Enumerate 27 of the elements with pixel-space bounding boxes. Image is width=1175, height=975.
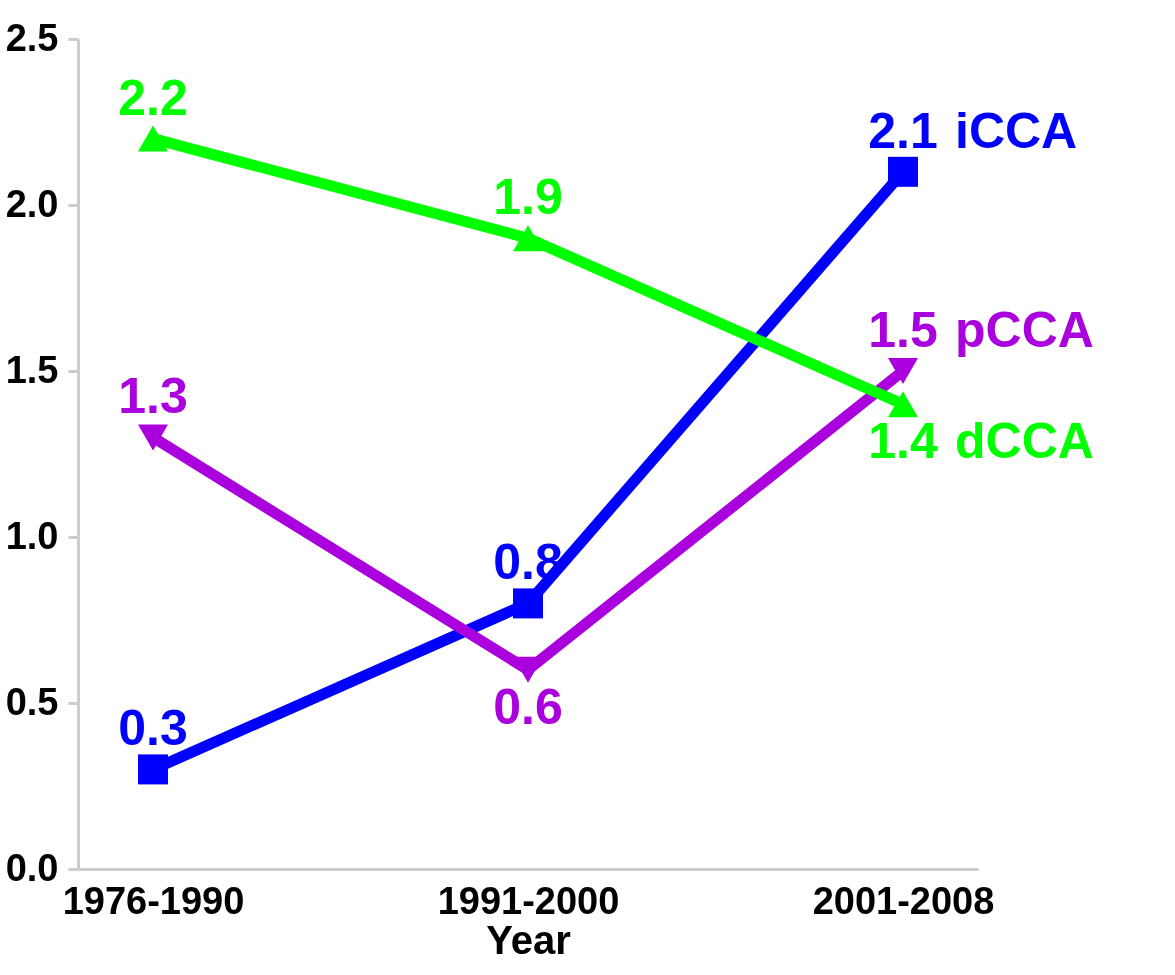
point bbox=[138, 754, 168, 785]
y-tick-label: 0.0 bbox=[5, 846, 59, 889]
y-tick-label: 2.0 bbox=[5, 182, 59, 225]
y-tick-label: 0.5 bbox=[5, 680, 59, 723]
y-tick-label: 1.5 bbox=[5, 348, 59, 391]
x-tick-label: 1976-1990 bbox=[62, 879, 245, 922]
data-label: 1.9 bbox=[493, 169, 563, 226]
series-label: dCCA bbox=[955, 413, 1094, 470]
point bbox=[138, 424, 168, 451]
point bbox=[513, 588, 543, 619]
series-label: iCCA bbox=[955, 102, 1078, 159]
data-label: 2.1 bbox=[868, 102, 938, 159]
point bbox=[888, 358, 918, 384]
data-label: 0.3 bbox=[118, 700, 188, 757]
point bbox=[138, 125, 168, 152]
y-tick-label: 2.5 bbox=[5, 16, 59, 59]
data-label: 1.5 bbox=[868, 302, 938, 358]
point bbox=[888, 391, 918, 418]
data-label: 2.2 bbox=[118, 69, 188, 126]
y-tick-label: 1.0 bbox=[5, 514, 59, 557]
point bbox=[513, 225, 543, 252]
data-label: 1.4 bbox=[868, 413, 938, 470]
point bbox=[888, 156, 918, 187]
data-label: 1.3 bbox=[118, 368, 188, 425]
series-label: pCCA bbox=[955, 302, 1094, 358]
x-tick-label: 2001-2008 bbox=[812, 879, 995, 922]
data-label: 0.6 bbox=[493, 678, 563, 735]
